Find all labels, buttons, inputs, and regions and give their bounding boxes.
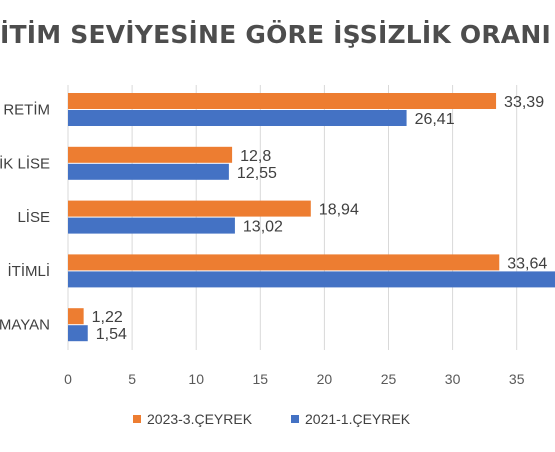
data-label-1-2: 13,02 (243, 219, 283, 236)
x-tick-label-3: 15 (253, 371, 269, 387)
data-label-0-0: 33,39 (504, 94, 544, 111)
x-tick-label-6: 30 (445, 371, 461, 387)
chart-title: İTİM SEVİYESİNE GÖRE İŞSİZLİK ORANI (0, 20, 551, 49)
category-label-3: İTİMLİ (7, 262, 50, 280)
bar-1-1 (68, 163, 229, 180)
data-label-0-4: 1,22 (92, 309, 123, 326)
legend-swatch-1 (291, 415, 299, 423)
legend-label-0: 2023-3.ÇEYREK (147, 411, 253, 427)
legend-swatch-0 (133, 415, 141, 423)
bar-1-2 (68, 217, 235, 234)
data-label-0-1: 12,8 (240, 148, 271, 165)
bar-1-0 (68, 110, 407, 126)
category-label-1: İK LİSE (0, 154, 50, 172)
x-tick-label-2: 10 (188, 371, 204, 387)
data-label-1-0: 26,41 (415, 111, 455, 128)
bar-1-3 (68, 271, 555, 288)
data-label-0-3: 33,64 (507, 255, 547, 272)
category-label-0: RETİM (3, 101, 50, 119)
data-label-0-2: 18,94 (319, 202, 359, 219)
category-label-2: LİSE (17, 208, 50, 226)
x-tick-label-7: 35 (509, 371, 525, 387)
legend-label-1: 2021-1.ÇEYREK (305, 411, 411, 427)
x-tick-label-5: 25 (381, 371, 397, 387)
category-label-4: MAYAN (0, 317, 50, 334)
data-label-1-1: 12,55 (237, 165, 277, 182)
bar-0-1 (68, 146, 233, 163)
data-label-1-4: 1,54 (96, 326, 127, 343)
bar-0-3 (68, 254, 500, 271)
bar-0-4 (68, 308, 84, 325)
x-tick-label-1: 5 (128, 371, 136, 387)
bar-0-2 (68, 200, 311, 217)
x-tick-label-0: 0 (64, 371, 72, 387)
bar-1-4 (68, 325, 88, 342)
bar-0-0 (68, 93, 497, 109)
x-tick-label-4: 20 (317, 371, 333, 387)
